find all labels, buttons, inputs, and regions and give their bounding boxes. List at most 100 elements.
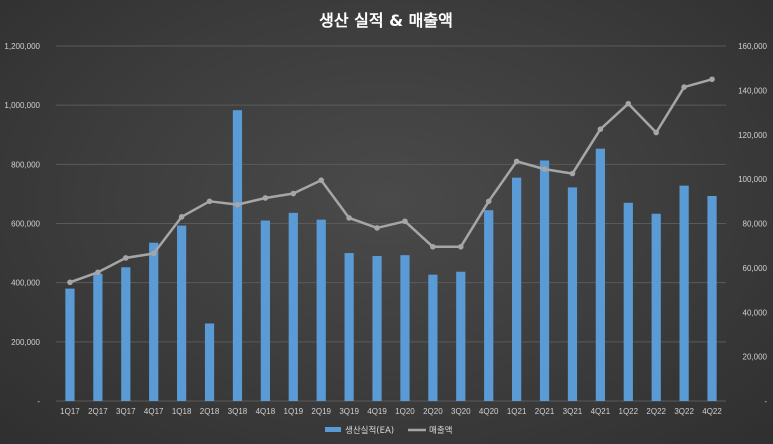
x-tick-label: 4Q20	[479, 407, 499, 416]
x-tick-label: 1Q19	[284, 407, 304, 416]
revenue-point-2Q18	[206, 198, 213, 205]
revenue-point-2Q22	[653, 129, 660, 136]
x-tick-label: 4Q17	[144, 407, 164, 416]
y-axis-left: - 200,000 400,000 600,000 800,000 1,000,000 1,…	[4, 42, 40, 406]
x-tick-label: 2Q19	[311, 407, 331, 416]
bar-3Q21	[567, 187, 578, 401]
y-left-tick-label: 1,200,000	[4, 42, 40, 51]
bar-1Q21	[512, 177, 522, 401]
revenue-point-4Q17	[150, 250, 157, 257]
bar-2Q22	[651, 213, 661, 401]
revenue-point-1Q22	[625, 100, 632, 107]
bar-3Q20	[456, 271, 466, 401]
revenue-point-1Q21	[513, 158, 520, 165]
bar-4Q17	[149, 242, 159, 401]
revenue-point-3Q21	[569, 170, 576, 177]
y-right-tick-label: 120,000	[738, 131, 767, 140]
bar-2Q19	[316, 219, 326, 401]
revenue-point-4Q21	[597, 126, 604, 133]
bar-2Q18	[204, 323, 215, 401]
revenue-point-3Q19	[346, 215, 352, 221]
revenue-point-4Q18	[262, 195, 269, 201]
y-left-tick-label: 400,000	[11, 279, 40, 288]
bar-4Q20	[484, 210, 494, 401]
y-right-tick-label: 20,000	[743, 353, 768, 362]
revenue-point-1Q17	[67, 279, 73, 286]
y-left-tick-label: -	[37, 397, 40, 406]
bar-3Q18	[232, 110, 243, 401]
y-right-tick-label: -	[764, 397, 767, 406]
revenue-line	[69, 78, 713, 284]
revenue-point-4Q20	[485, 198, 492, 205]
legend-line-label: 매출액	[429, 425, 452, 436]
bar-3Q19	[344, 253, 354, 401]
bar-2Q17	[93, 273, 103, 401]
x-tick-label: 3Q18	[228, 407, 248, 416]
bar-3Q17	[121, 267, 131, 401]
y-right-tick-label: 60,000	[743, 264, 768, 273]
x-tick-label: 3Q21	[563, 407, 583, 416]
x-tick-label: 4Q19	[367, 407, 387, 416]
y-left-tick-label: 200,000	[11, 338, 40, 347]
revenue-point-2Q21	[541, 166, 548, 172]
y-left-tick-label: 800,000	[11, 160, 40, 169]
y-right-tick-label: 100,000	[738, 175, 767, 184]
y-right-tick-label: 80,000	[743, 220, 768, 229]
x-tick-label: 1Q18	[172, 407, 192, 416]
x-tick-label: 1Q21	[507, 407, 527, 416]
x-tick-label: 3Q17	[116, 407, 136, 416]
x-tick-label: 2Q20	[423, 407, 443, 416]
x-tick-label: 2Q17	[88, 407, 108, 416]
revenue-point-3Q20	[457, 243, 464, 250]
x-tick-label: 2Q22	[646, 407, 666, 416]
x-tick-label: 1Q17	[60, 407, 80, 416]
revenue-point-3Q17	[122, 255, 129, 261]
bar-2Q20	[428, 274, 438, 401]
revenue-line-series	[67, 76, 715, 286]
revenue-point-2Q20	[430, 243, 436, 250]
x-axis: 1Q17 2Q17 3Q17 4Q17 1Q18 2Q18 3Q18 4Q18 1Q19 2Q19…	[60, 407, 722, 416]
revenue-point-3Q22	[681, 84, 687, 90]
x-tick-label: 1Q20	[395, 407, 415, 416]
chart-title: 생산 실적 & 매출액	[319, 11, 453, 30]
production-bars	[65, 110, 717, 401]
y-axis-right: - 20,000 40,000 60,000 80,000 100,000 120,000 1…	[738, 42, 767, 406]
legend-bar-label: 생산실적(EA)	[345, 425, 394, 436]
y-left-tick-label: 600,000	[11, 220, 40, 229]
bar-1Q22	[623, 202, 633, 401]
y-right-tick-label: 40,000	[743, 308, 768, 317]
revenue-point-1Q20	[402, 218, 408, 225]
bar-4Q18	[260, 220, 270, 401]
x-tick-label: 4Q18	[256, 407, 276, 416]
bar-4Q19	[372, 256, 382, 401]
bar-1Q17	[65, 288, 75, 401]
revenue-point-1Q19	[290, 190, 297, 197]
bar-1Q18	[177, 225, 187, 401]
x-tick-label: 4Q21	[591, 407, 611, 416]
legend-bar-swatch	[325, 427, 341, 432]
x-tick-label: 1Q22	[619, 407, 639, 416]
bar-1Q19	[288, 212, 298, 401]
bar-3Q22	[679, 185, 689, 401]
gridlines	[56, 45, 726, 402]
revenue-point-1Q18	[178, 214, 185, 220]
bar-1Q20	[400, 255, 410, 401]
x-tick-label: 2Q18	[200, 407, 220, 416]
revenue-point-2Q19	[318, 177, 325, 184]
y-left-tick-label: 1,000,000	[4, 101, 40, 110]
y-right-tick-label: 140,000	[738, 86, 767, 95]
x-tick-label: 3Q19	[339, 407, 359, 416]
revenue-point-4Q22	[709, 76, 715, 83]
bar-2Q21	[539, 160, 550, 401]
y-right-tick-label: 160,000	[738, 42, 767, 51]
revenue-point-4Q19	[374, 225, 380, 231]
revenue-point-3Q18	[234, 201, 241, 208]
x-tick-label: 3Q20	[451, 407, 471, 416]
x-tick-label: 4Q22	[702, 407, 722, 416]
x-tick-label: 3Q22	[674, 407, 694, 416]
bar-4Q21	[595, 148, 605, 401]
revenue-point-2Q17	[95, 269, 101, 276]
x-tick-label: 2Q21	[535, 407, 555, 416]
